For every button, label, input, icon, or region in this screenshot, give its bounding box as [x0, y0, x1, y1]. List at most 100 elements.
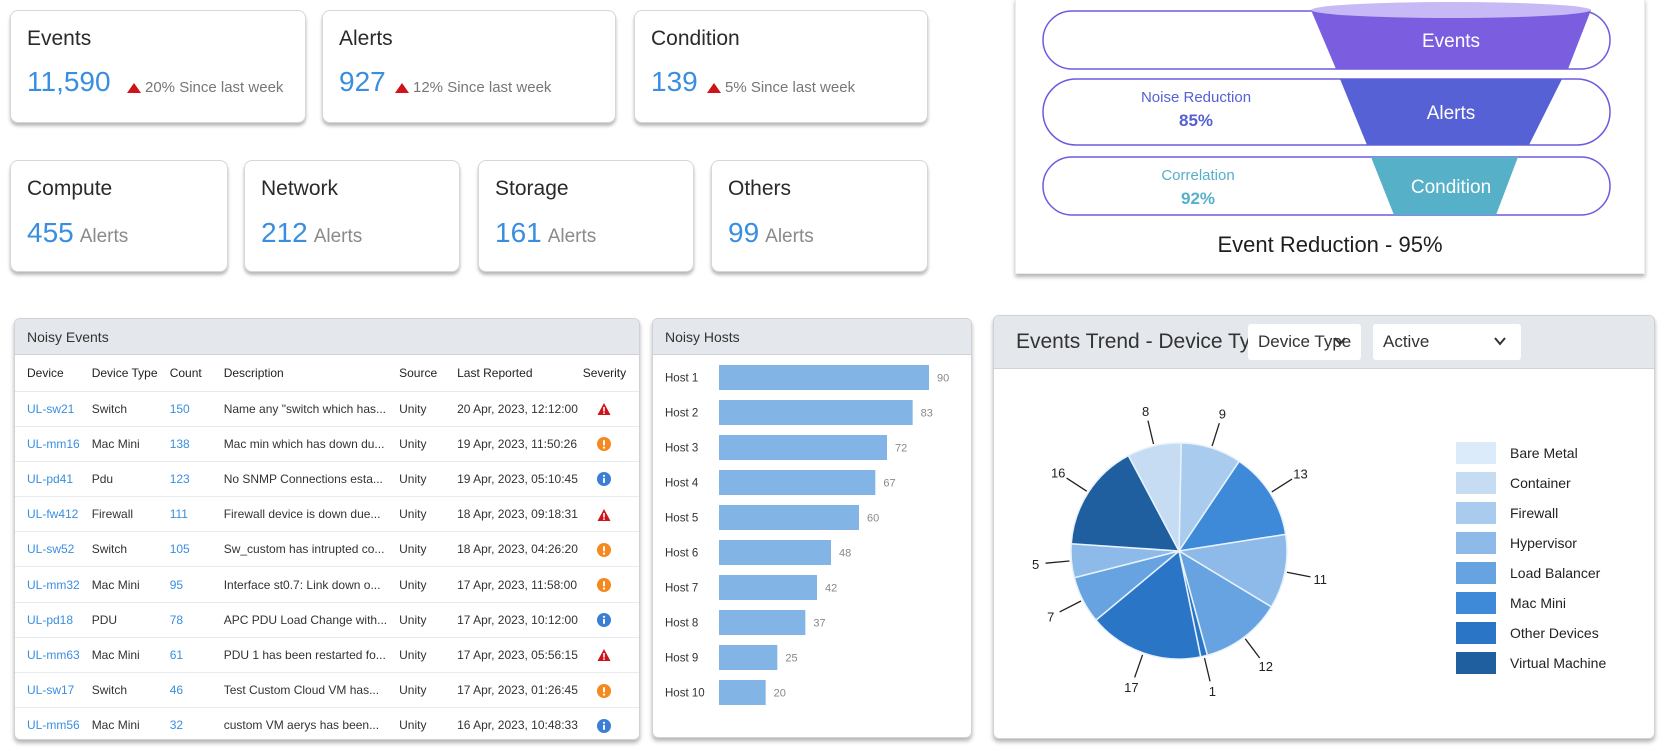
count-link[interactable]: 111: [157, 496, 212, 533]
host-bar[interactable]: [719, 505, 859, 530]
device-link[interactable]: UL-mm16: [15, 426, 80, 462]
device-link[interactable]: UL-fw412: [15, 496, 80, 533]
device-link[interactable]: UL-sw21: [15, 391, 80, 427]
legend-item[interactable]: Mac Mini: [1456, 592, 1566, 614]
legend-item[interactable]: Firewall: [1456, 502, 1558, 524]
severity-cell: [577, 672, 639, 709]
table-row[interactable]: UL-sw52 Switch 105 Sw_custom has intrupted …: [15, 531, 639, 568]
device-link[interactable]: UL-sw52: [15, 531, 80, 568]
noise-reduction-value: 85%: [1179, 111, 1213, 130]
host-bar[interactable]: [719, 365, 929, 390]
category-card-network[interactable]: Network 212 Alerts: [244, 160, 460, 272]
category-unit: Alerts: [79, 226, 129, 247]
table-row[interactable]: UL-sw21 Switch 150 Name any "switch which h…: [15, 391, 639, 427]
description-cell: Sw_custom has intrupted co...: [211, 531, 388, 568]
device-link[interactable]: UL-sw17: [15, 672, 80, 709]
pie-slice[interactable]: [1094, 549, 1202, 660]
host-bar[interactable]: [719, 645, 778, 670]
pie-leader-line: [1203, 657, 1211, 682]
table-row[interactable]: UL-mm63 Mac Mini 61 PDU 1 has been restarte…: [15, 637, 639, 674]
device-type-cell: Pdu: [79, 461, 158, 498]
table-row[interactable]: UL-fw412 Firewall 111 Firewall device is do…: [15, 496, 639, 533]
column-header-device-type[interactable]: Device Type: [79, 355, 158, 392]
host-bar[interactable]: [719, 575, 817, 600]
severity-cell: [577, 637, 639, 674]
stat-title: Events: [27, 27, 92, 50]
legend-item[interactable]: Virtual Machine: [1456, 652, 1606, 674]
stat-card-alerts[interactable]: Alerts 927 12% Since last week: [322, 10, 616, 123]
stat-card-condition[interactable]: Condition 139 5% Since last week: [634, 10, 928, 123]
status-dropdown[interactable]: Active: [1373, 324, 1521, 360]
pie-slice[interactable]: [1127, 442, 1182, 554]
table-row[interactable]: UL-mm16 Mac Mini 138 Mac min which has down…: [15, 426, 639, 462]
column-header-description[interactable]: Description: [211, 355, 388, 392]
noisy-hosts-panel: Noisy Hosts Host 1 90 Host 2 83 Host 3 72 Host…: [652, 318, 972, 738]
table-row[interactable]: UL-mm32 Mac Mini 95 Interface st0.7: Link d…: [15, 566, 639, 603]
last-reported-cell: 17 Apr, 2023, 10:12:00: [445, 602, 578, 638]
trend-up-icon: [707, 82, 721, 93]
column-header-count[interactable]: Count: [157, 355, 212, 392]
legend-label: Mac Mini: [1510, 595, 1567, 611]
device-link[interactable]: UL-mm56: [15, 707, 80, 739]
funnel-label-events: Events: [1422, 31, 1480, 52]
count-link[interactable]: 61: [157, 637, 212, 674]
count-link[interactable]: 123: [157, 461, 212, 498]
legend-item[interactable]: Hypervisor: [1456, 532, 1577, 554]
noisy-events-title: Noisy Events: [15, 319, 639, 355]
table-row[interactable]: UL-pd41 Pdu 123 No SNMP Connections esta...…: [15, 461, 639, 498]
device-link[interactable]: UL-mm32: [15, 566, 80, 603]
noisy-events-table: Device Device Type Count Description Sou…: [15, 355, 639, 739]
group-by-dropdown[interactable]: Device Type: [1248, 324, 1361, 360]
category-card-others[interactable]: Others 99 Alerts: [711, 160, 928, 272]
legend-item[interactable]: Bare Metal: [1456, 442, 1578, 464]
last-reported-cell: 16 Apr, 2023, 10:48:33: [445, 707, 578, 739]
severity-cell: [577, 391, 639, 427]
count-link[interactable]: 32: [157, 707, 212, 739]
event-reduction-funnel: Events Alerts Condition Noise Reduction …: [1015, 0, 1645, 274]
funnel-graphic: Events Alerts Condition Noise Reduction …: [1042, 2, 1611, 216]
table-row[interactable]: UL-mm56 Mac Mini 32 custom VM aerys has bee…: [15, 707, 639, 739]
host-value-label: 72: [895, 443, 907, 455]
description-cell: Name any "switch which has...: [211, 391, 388, 427]
count-link[interactable]: 46: [157, 672, 212, 709]
count-link[interactable]: 105: [157, 531, 212, 568]
legend-item[interactable]: Load Balancer: [1456, 562, 1600, 584]
host-label: Host 3: [665, 443, 698, 455]
host-bar[interactable]: [719, 470, 876, 495]
pie-slice[interactable]: [1177, 460, 1287, 553]
pie-slice[interactable]: [1070, 454, 1181, 552]
column-header-source[interactable]: Source: [387, 355, 446, 392]
pie-slice[interactable]: [1176, 533, 1288, 608]
last-reported-cell: 17 Apr, 2023, 01:26:45: [445, 672, 578, 709]
device-link[interactable]: UL-pd18: [15, 602, 80, 638]
pie-leader-line: [1211, 423, 1220, 447]
host-bar[interactable]: [719, 680, 766, 705]
count-link[interactable]: 138: [157, 426, 212, 462]
count-link[interactable]: 78: [157, 602, 212, 638]
column-header-device[interactable]: Device: [15, 355, 80, 392]
host-bar[interactable]: [719, 435, 887, 460]
host-bar[interactable]: [719, 540, 831, 565]
category-card-storage[interactable]: Storage 161 Alerts: [478, 160, 694, 272]
host-bar[interactable]: [719, 610, 806, 635]
legend-item[interactable]: Container: [1456, 472, 1571, 494]
stat-card-events[interactable]: Events 11,590 20% Since last week: [10, 10, 306, 123]
device-type-cell: Switch: [79, 391, 158, 427]
table-row[interactable]: UL-sw17 Switch 46 Test Custom Cloud VM has.…: [15, 672, 639, 709]
host-label: Host 10: [665, 688, 705, 700]
table-row[interactable]: UL-pd18 PDU 78 APC PDU Load Change with... U…: [15, 602, 639, 638]
legend-item[interactable]: Other Devices: [1456, 622, 1599, 644]
device-link[interactable]: UL-pd41: [15, 461, 80, 498]
category-card-compute[interactable]: Compute 455 Alerts: [10, 160, 228, 272]
column-header-severity[interactable]: Severity: [577, 355, 639, 392]
column-header-last-reported[interactable]: Last Reported: [445, 355, 578, 392]
info-icon: [597, 472, 612, 487]
pie-value-label: 7: [1047, 609, 1054, 624]
pie-leader-line: [1066, 477, 1088, 492]
device-link[interactable]: UL-mm63: [15, 637, 80, 674]
count-link[interactable]: 95: [157, 566, 212, 603]
host-value-label: 20: [774, 688, 786, 700]
pie-slice[interactable]: [1177, 549, 1273, 657]
count-link[interactable]: 150: [157, 391, 212, 427]
host-bar[interactable]: [719, 400, 913, 425]
